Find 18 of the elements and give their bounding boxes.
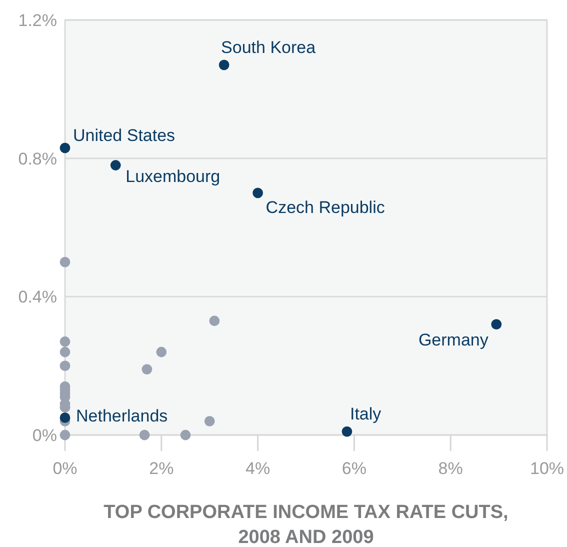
annotation: Netherlands [76, 406, 168, 426]
x-tick-label: 6% [342, 459, 366, 478]
x-tick-label: 0% [52, 459, 78, 478]
x-axis-title: TOP CORPORATE INCOME TAX RATE CUTS, 2008 AND 2009 [104, 502, 508, 547]
annotation: Germany [418, 330, 489, 350]
annotation: Luxembourg [126, 167, 220, 186]
x-tick-label: 10% [530, 459, 564, 478]
y-tick-label: 0.8% [18, 149, 57, 168]
y-tick-label: 0.4% [18, 288, 57, 307]
y-tick-label: 1.2% [18, 10, 57, 30]
annotation: Italy [350, 404, 382, 424]
x-tick-label: 2% [149, 459, 174, 478]
annotation: Czech Republic [266, 198, 386, 217]
annotation: South Korea [221, 38, 316, 57]
y-tick-label: 0% [32, 426, 57, 445]
annotation: United States [73, 126, 176, 145]
x-tick-label: 8% [438, 459, 463, 478]
x-tick-label: 4% [246, 459, 270, 478]
